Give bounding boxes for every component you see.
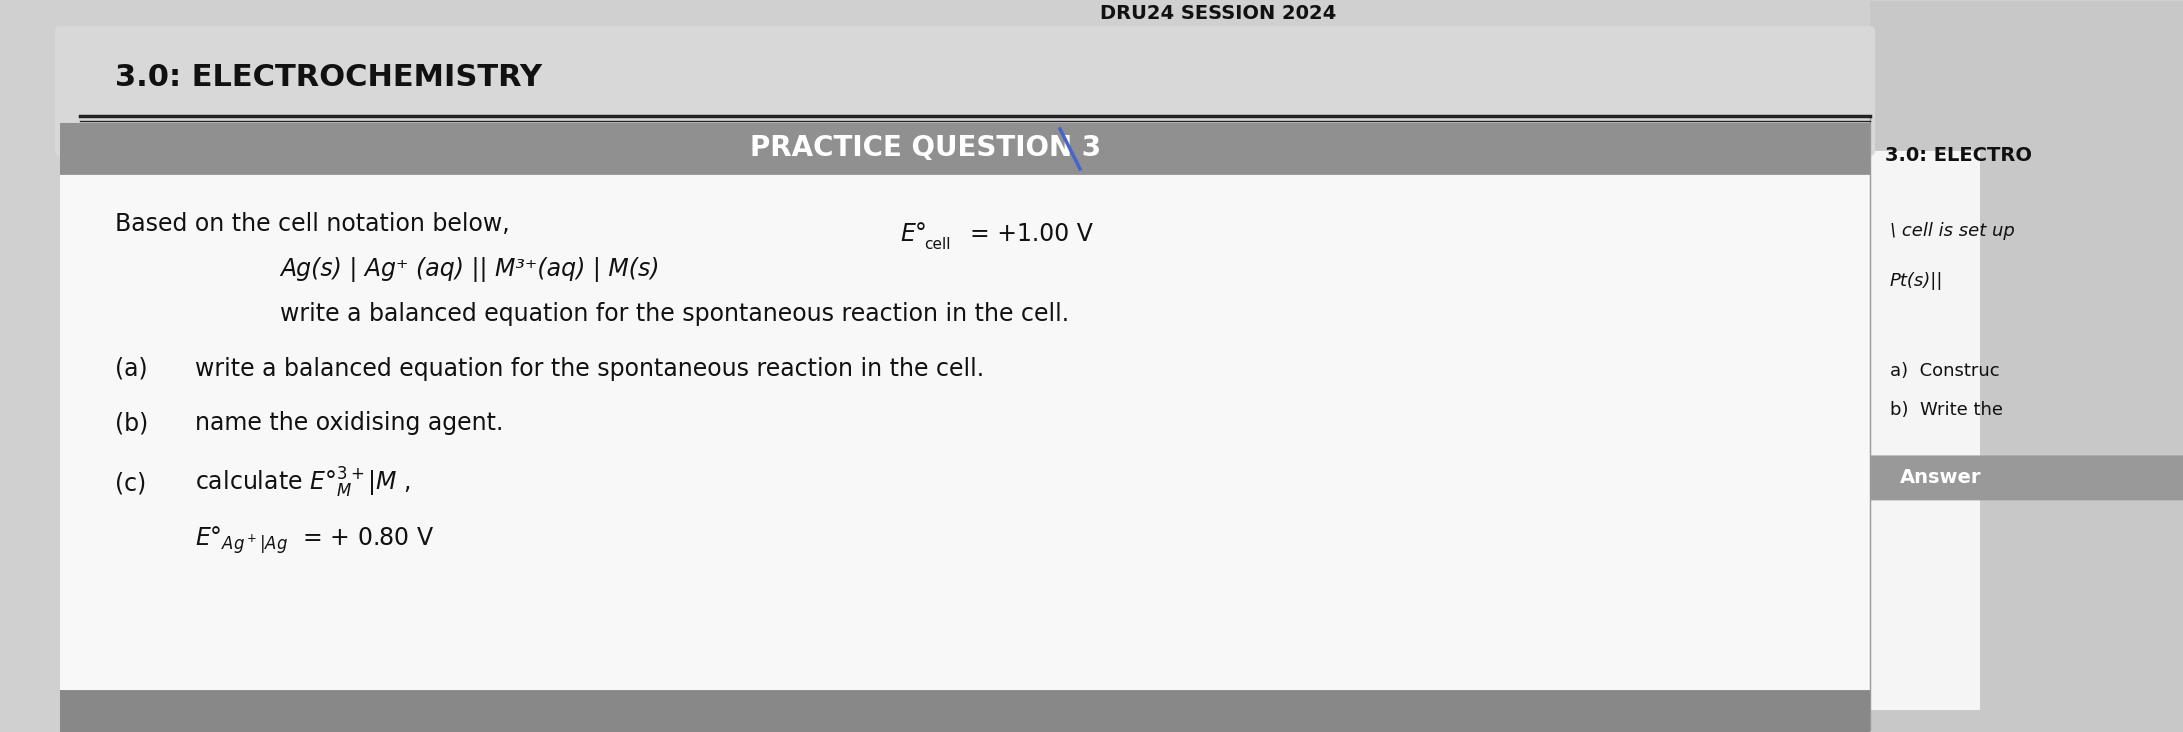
Text: Pt(s)||: Pt(s)|| [1890,272,1943,290]
FancyBboxPatch shape [59,31,1980,710]
Text: Based on the cell notation below,: Based on the cell notation below, [116,212,509,236]
Text: 3.0: ELECTROCHEMISTRY: 3.0: ELECTROCHEMISTRY [116,63,541,92]
FancyBboxPatch shape [1871,455,2183,501]
Text: $E°_{Ag^+|Ag}$  = + 0.80 V: $E°_{Ag^+|Ag}$ = + 0.80 V [194,525,434,556]
Text: PRACTICE QUESTION 3: PRACTICE QUESTION 3 [751,134,1100,162]
Text: calculate $E°_{M}^{3+}|M$ ,: calculate $E°_{M}^{3+}|M$ , [194,466,410,500]
Text: (c): (c) [116,471,146,496]
Text: DRU24 SESSION 2024: DRU24 SESSION 2024 [1100,4,1336,23]
Text: (b): (b) [116,411,148,436]
FancyBboxPatch shape [59,151,1980,710]
Text: name the oxidising agent.: name the oxidising agent. [194,411,504,436]
Text: Answer: Answer [1899,468,1982,488]
FancyBboxPatch shape [59,690,1871,732]
FancyBboxPatch shape [59,146,1871,715]
Text: cell: cell [923,236,950,252]
Text: = +1.00 V: = +1.00 V [969,222,1094,246]
Text: $E°$: $E°$ [899,222,926,246]
Text: Ag(s) | Ag⁺ (aq) || M³⁺(aq) | M(s): Ag(s) | Ag⁺ (aq) || M³⁺(aq) | M(s) [279,257,659,282]
Text: a)  Construc: a) Construc [1890,362,2000,380]
Text: (a): (a) [116,356,148,381]
Text: b)  Write the: b) Write the [1890,401,2004,419]
Text: \ cell is set up: \ cell is set up [1890,222,2015,240]
FancyBboxPatch shape [59,123,1871,175]
Text: write a balanced equation for the spontaneous reaction in the cell.: write a balanced equation for the sponta… [194,356,985,381]
FancyBboxPatch shape [55,26,1875,156]
Text: 3.0: ELECTRO: 3.0: ELECTRO [1884,146,2032,165]
Text: write a balanced equation for the spontaneous reaction in the cell.: write a balanced equation for the sponta… [279,302,1070,326]
FancyBboxPatch shape [1871,1,2183,732]
